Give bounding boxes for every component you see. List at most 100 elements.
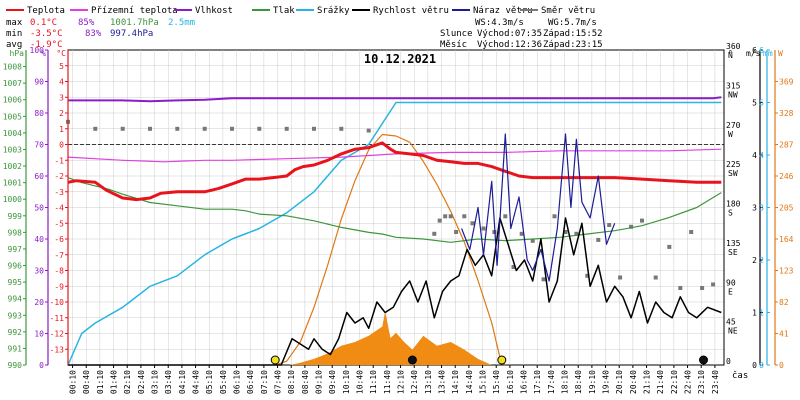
x-tick-label: 23:10 (697, 370, 706, 394)
legend: Teplota Přízemní teplota Vlhkost Tlak Srážky… (6, 6, 595, 16)
pressure-tick-label: 1002 (3, 162, 22, 171)
x-tick-label: 08:10 (287, 370, 296, 394)
direction-tick-label: 360 (726, 42, 741, 51)
direction-tick-dir: SE (728, 248, 738, 257)
pressure-tick-label: 999 (8, 212, 23, 221)
humidity-unit: % (41, 49, 46, 58)
rain-tick-label: 4 (759, 151, 764, 160)
humidity-tick-label: 50 (34, 204, 44, 213)
wind-speed-tick-label: 0 (752, 361, 757, 370)
x-tick-label: 14:10 (451, 370, 460, 394)
wind-direction-point (148, 126, 152, 131)
x-tick-label: 11:40 (383, 370, 392, 394)
wind-direction-point (640, 218, 644, 223)
wind-direction-point (596, 237, 601, 242)
x-tick-label: 06:40 (246, 370, 255, 394)
temperature-tick-label: -2 (54, 172, 64, 181)
temperature-tick-label: -5 (54, 219, 64, 228)
pressure-line (67, 177, 722, 243)
wind-direction-point (711, 282, 716, 287)
sunrise-marker (270, 355, 280, 365)
direction-tick-dir: E (728, 287, 733, 296)
pressure-tick-label: 994 (8, 295, 23, 304)
wind-direction-point (607, 223, 612, 227)
direction-tick-dir: S (728, 209, 733, 218)
wind-direction-point (448, 214, 453, 219)
humidity-tick-label: 0 (39, 361, 44, 370)
wind-direction-point (432, 231, 437, 236)
direction-tick-label: 0 (726, 357, 731, 366)
x-tick-label: 12:40 (410, 370, 419, 394)
humidity-tick-label: 40 (34, 235, 44, 244)
x-tick-label: 15:40 (492, 370, 501, 394)
legend-label: Tlak (273, 6, 295, 16)
x-tick-label: 17:40 (547, 370, 556, 394)
wind-direction-point (202, 126, 207, 131)
humidity-tick-label: 60 (34, 172, 44, 181)
direction-unit: ° (728, 49, 733, 58)
rain-tick-label: 3 (759, 204, 764, 213)
solar-line (275, 133, 506, 366)
pressure-tick-label: 1000 (3, 195, 22, 204)
stats-avg-temp: -1.9°C (30, 40, 63, 50)
stats-min-label: min (6, 29, 22, 39)
x-tick-label: 00:10 (69, 370, 78, 394)
wind-direction-point (629, 224, 634, 229)
wind-direction-point (552, 214, 557, 219)
rain-unit: mm (763, 49, 773, 58)
wind-direction-point (366, 128, 371, 133)
wind-speed-unit: m/s (746, 49, 761, 58)
solar-area (289, 311, 492, 365)
x-tick-label: 16:40 (520, 370, 529, 394)
x-tick-label: 03:40 (164, 370, 173, 394)
direction-tick-label: 315 (726, 81, 741, 90)
rain-tick-label: 6 (759, 46, 764, 55)
wind-direction-point (339, 126, 344, 131)
legend-label: Teplota (27, 6, 65, 16)
humidity-tick-label: 90 (34, 78, 44, 87)
wind-direction-point (563, 230, 568, 234)
ground-temperature-line (67, 148, 722, 163)
x-tick-label: 10:10 (342, 370, 351, 394)
sun-rise: Východ:07:35 (477, 29, 542, 39)
pressure-tick-label: 1004 (3, 129, 22, 138)
x-tick-label: 22:10 (670, 370, 679, 394)
x-tick-label: 19:40 (602, 370, 611, 394)
x-tick-label: 04:10 (178, 370, 187, 394)
humidity-tick-label: 10 (34, 330, 44, 339)
legend-label: Rychlost větru (373, 6, 449, 16)
temperature-tick-label: 4 (59, 78, 64, 87)
pressure-tick-label: 1008 (3, 63, 22, 72)
solar-tick-label: 0 (779, 361, 784, 370)
solar-tick-label: 41 (779, 330, 789, 339)
x-tick-label: 08:40 (301, 370, 310, 394)
pressure-tick-label: 1006 (3, 96, 22, 105)
legend-label: Směr větru (541, 6, 595, 16)
wind-direction-point (257, 126, 262, 131)
solar-tick-label: 246 (779, 172, 794, 181)
pressure-tick-label: 997 (8, 245, 23, 254)
x-tick-label: 18:40 (574, 370, 583, 394)
sun-label: Slunce (440, 29, 473, 39)
stats-min-press: 997.4hPa (110, 29, 153, 39)
moon-set: Západ:23:15 (543, 40, 603, 50)
moonrise-marker (407, 355, 417, 365)
wind-gust-line (461, 133, 616, 282)
stats-max-temp: 0.1°C (30, 18, 57, 28)
x-tick-label: 13:10 (424, 370, 433, 394)
temperature-tick-label: 3 (59, 93, 64, 102)
wind-direction-point (437, 218, 442, 223)
rain-line (67, 101, 722, 366)
direction-tick-dir: NE (728, 327, 738, 336)
x-tick-label: 14:40 (465, 370, 474, 394)
temperature-tick-label: 0 (59, 141, 64, 150)
direction-tick-label: 135 (726, 239, 741, 248)
moon-rise: Východ:12:36 (477, 40, 542, 50)
pressure-tick-label: 993 (8, 311, 23, 320)
temperature-tick-label: 1 (59, 125, 64, 134)
direction-tick-dir: N (728, 51, 733, 60)
wind-direction-point (462, 214, 467, 219)
x-tick-label: 04:40 (192, 370, 201, 394)
temperature-tick-label: -8 (54, 267, 64, 276)
x-tick-label: 17:10 (533, 370, 542, 394)
